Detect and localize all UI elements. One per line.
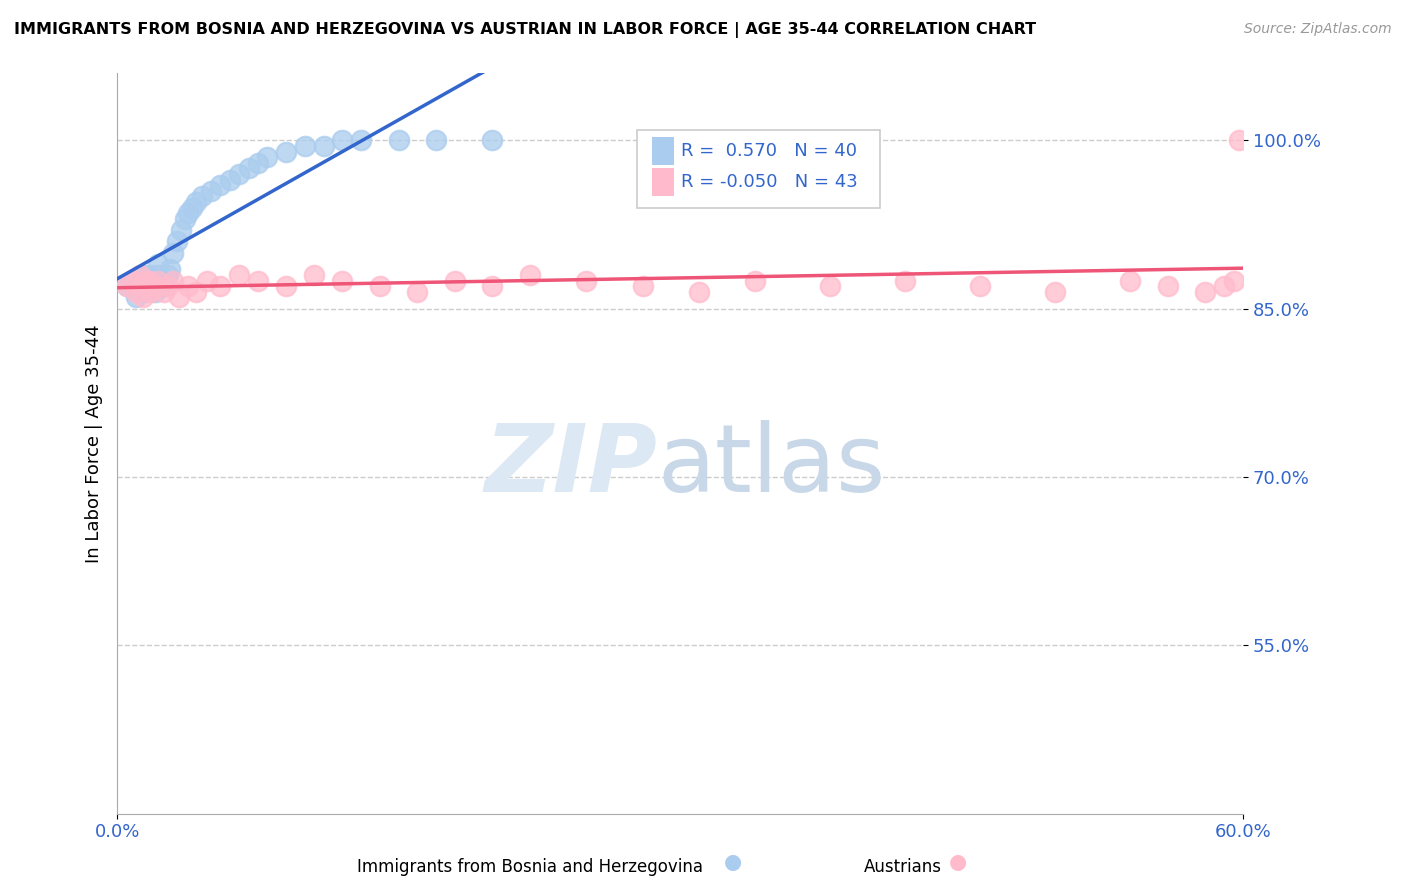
Point [136,279,159,293]
Point [256,150,278,164]
Text: atlas: atlas [658,419,886,511]
Point [134,274,156,288]
Text: IMMIGRANTS FROM BOSNIA AND HERZEGOVINA VS AUSTRIAN IN LABOR FORCE | AGE 35-44 CO: IMMIGRANTS FROM BOSNIA AND HERZEGOVINA V… [14,22,1036,38]
Point [519,268,541,282]
Point [173,211,195,226]
Point [138,274,160,288]
Point [406,285,429,299]
Point [1222,274,1244,288]
Point [575,274,598,288]
Point [153,285,176,299]
Point [330,274,353,288]
Point [148,274,170,288]
Point [368,279,391,293]
Point [246,274,269,288]
Point [148,257,170,271]
Point [312,139,335,153]
Point [330,133,353,147]
Point [744,274,766,288]
Point [184,194,207,209]
Point [425,133,447,147]
Point [143,279,166,293]
Point [1119,274,1142,288]
Point [139,274,162,288]
Point [1213,279,1236,293]
Y-axis label: In Labor Force | Age 35-44: In Labor Force | Age 35-44 [86,324,103,563]
Text: Immigrants from Bosnia and Herzegovina: Immigrants from Bosnia and Herzegovina [357,858,703,876]
Point [481,279,503,293]
Point [481,133,503,147]
Text: Source: ZipAtlas.com: Source: ZipAtlas.com [1244,22,1392,37]
Point [125,285,148,299]
Text: R = -0.050   N = 43: R = -0.050 N = 43 [682,173,858,191]
Point [818,279,841,293]
Point [184,285,207,299]
Point [121,274,143,288]
Point [294,139,316,153]
Point [159,262,181,277]
Point [274,279,297,293]
Point [350,133,373,147]
Point [209,279,232,293]
Point [170,223,193,237]
Point [167,290,190,304]
Point [246,155,269,169]
Point [209,178,232,193]
Point [181,201,204,215]
Point [388,133,411,147]
Point [145,268,167,282]
Point [1227,133,1250,147]
Point [195,274,218,288]
Point [156,268,179,282]
Text: ●: ● [724,853,742,872]
Point [162,245,184,260]
Text: ZIP: ZIP [485,419,658,511]
Text: Austrians: Austrians [865,858,942,876]
Point [688,285,710,299]
Point [238,161,260,176]
Point [177,279,200,293]
Point [132,290,155,304]
Text: R =  0.570   N = 40: R = 0.570 N = 40 [682,142,858,160]
Point [121,274,143,288]
Point [274,145,297,159]
Point [302,268,325,282]
Point [153,279,176,293]
Point [190,189,212,203]
Point [156,279,179,293]
Point [149,274,172,288]
Point [1194,285,1216,299]
Point [134,279,156,293]
Point [228,167,250,181]
Point [177,206,200,220]
Point [200,184,222,198]
Point [115,279,138,293]
Point [131,268,153,282]
Point [128,268,150,282]
Point [139,285,162,299]
Point [138,268,160,282]
Point [894,274,917,288]
Point [1157,279,1180,293]
Point [218,172,240,186]
Point [143,285,166,299]
Point [128,274,150,288]
Point [631,279,654,293]
Point [228,268,250,282]
Point [166,235,188,249]
Text: ●: ● [949,853,967,872]
Point [142,279,165,293]
Point [444,274,467,288]
Point [1045,285,1067,299]
Point [115,279,138,293]
Point [134,285,156,299]
Point [969,279,991,293]
Point [162,274,184,288]
Point [125,290,148,304]
